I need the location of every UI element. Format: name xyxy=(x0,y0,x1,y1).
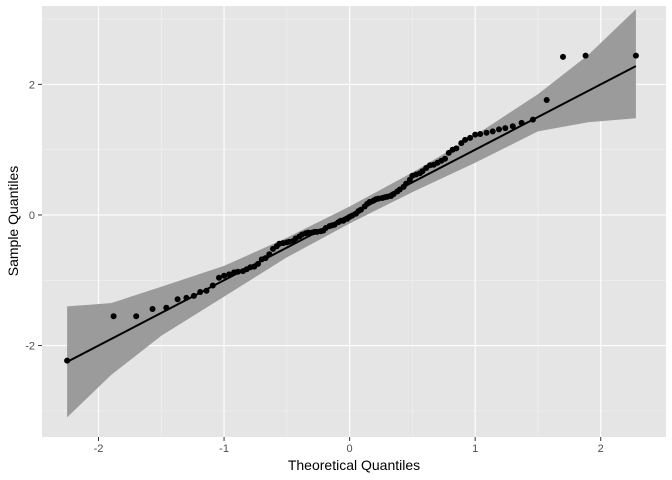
data-point xyxy=(543,97,550,103)
sample-points xyxy=(64,52,639,364)
data-point xyxy=(133,313,140,320)
data-point xyxy=(183,294,190,301)
data-point xyxy=(582,52,589,59)
data-point xyxy=(226,271,233,278)
data-point xyxy=(467,134,474,141)
data-point xyxy=(496,126,502,133)
x-tick-label: 1 xyxy=(472,443,478,455)
data-point xyxy=(234,268,241,275)
data-point xyxy=(502,125,509,132)
data-point xyxy=(266,251,273,258)
data-point xyxy=(149,306,156,312)
data-point xyxy=(255,260,261,267)
data-point xyxy=(632,52,639,59)
data-point xyxy=(163,304,170,311)
x-axis-ticks: -2 -1 0 1 2 xyxy=(94,437,604,455)
x-tick-label: 0 xyxy=(347,443,353,455)
x-tick-label: 2 xyxy=(598,443,604,455)
data-point xyxy=(174,296,181,303)
data-point xyxy=(442,155,448,162)
y-tick-label: 2 xyxy=(29,79,35,91)
data-point xyxy=(509,123,516,130)
y-tick-label: 0 xyxy=(29,210,35,222)
data-point xyxy=(64,357,71,364)
data-point xyxy=(203,287,210,294)
y-axis-ticks: -2 0 2 xyxy=(25,79,42,353)
data-point xyxy=(403,180,410,187)
data-point xyxy=(518,119,525,126)
y-axis-title: Sample Quantiles xyxy=(5,166,21,277)
x-tick-label: -2 xyxy=(94,443,104,455)
data-point xyxy=(560,53,566,60)
y-tick-label: -2 xyxy=(25,341,35,353)
x-tick-label: -1 xyxy=(219,443,229,455)
data-point xyxy=(472,131,479,138)
minor-gridlines xyxy=(42,6,666,437)
data-point xyxy=(216,274,222,281)
data-point xyxy=(477,131,484,137)
data-point xyxy=(262,255,269,262)
data-point xyxy=(489,128,496,135)
data-point xyxy=(209,282,216,289)
data-point xyxy=(462,136,469,143)
data-point xyxy=(529,116,536,123)
data-point xyxy=(221,272,228,279)
data-point xyxy=(197,289,204,295)
data-point xyxy=(483,129,490,136)
data-point xyxy=(110,313,117,320)
data-point xyxy=(190,292,197,299)
data-point xyxy=(453,145,460,152)
x-axis-title: Theoretical Quantiles xyxy=(288,457,420,473)
